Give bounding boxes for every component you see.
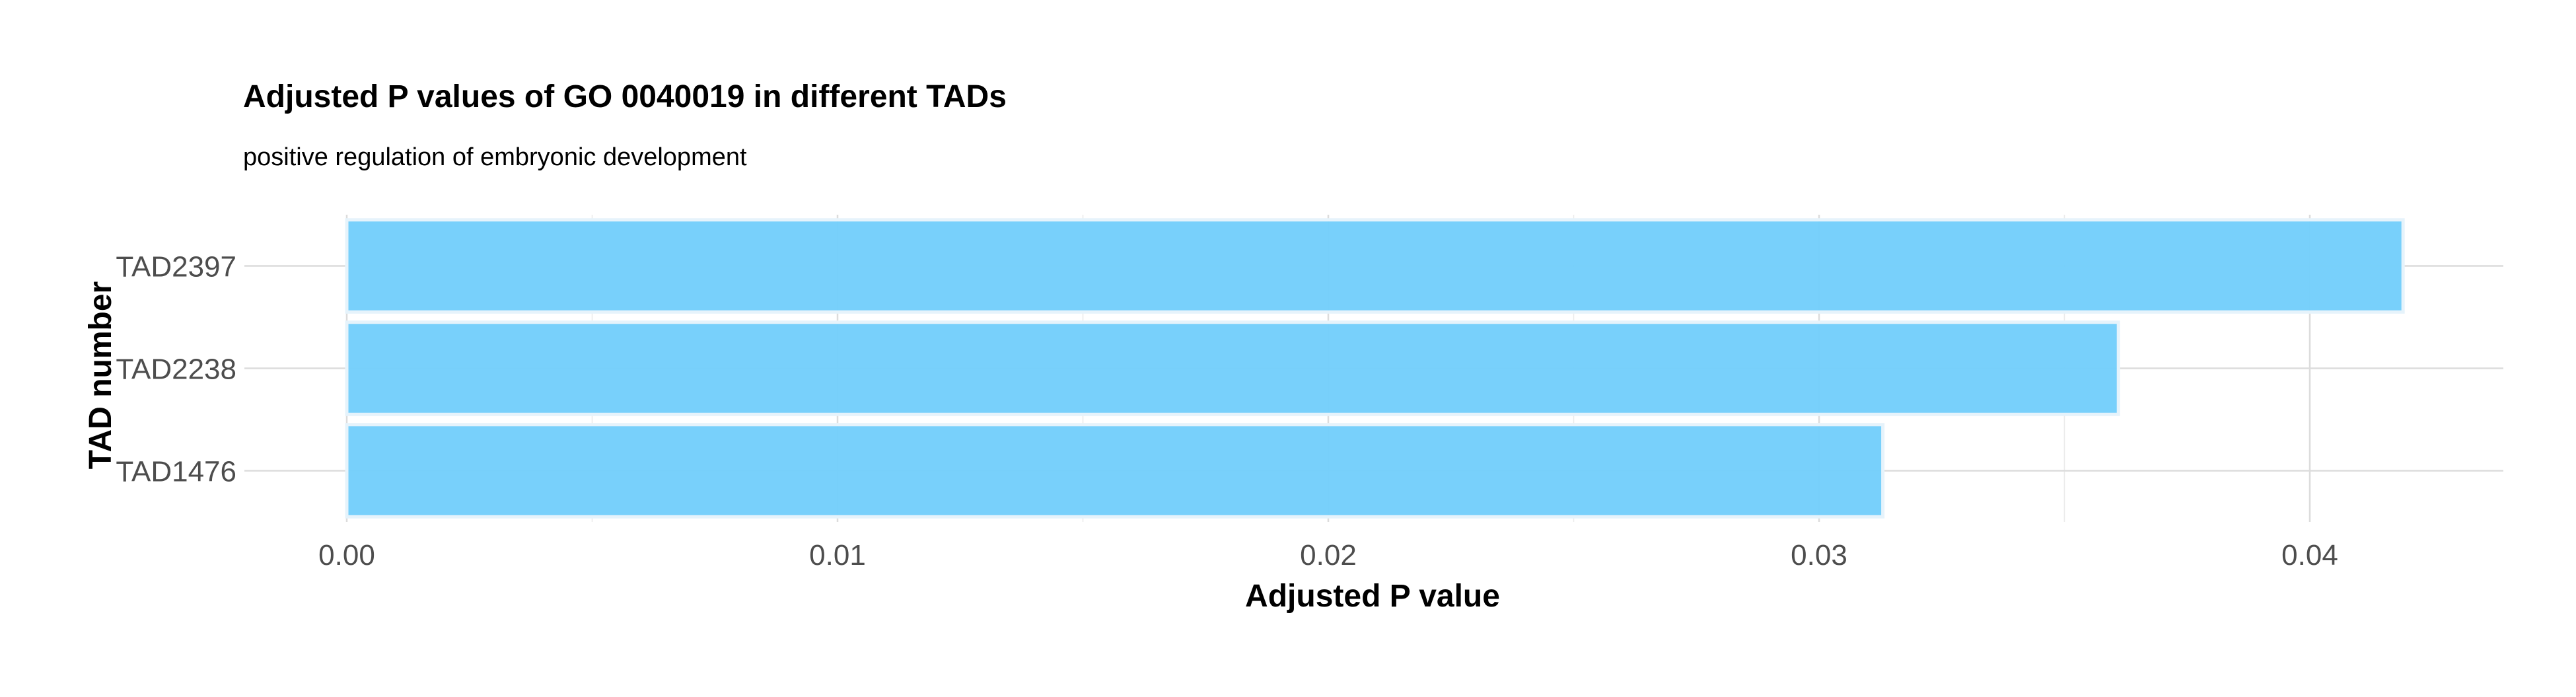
bar-tad2238 <box>345 320 2120 416</box>
y-axis-title: TAD number <box>83 281 118 469</box>
x-tick-label: 0.03 <box>1791 539 1847 571</box>
x-tick-label: 0.04 <box>2281 539 2338 571</box>
bar-tad1476 <box>345 423 1885 519</box>
bar-tad2397 <box>345 218 2405 314</box>
x-tick-label: 0.02 <box>1300 539 1357 571</box>
y-tick-label: TAD2397 <box>116 251 236 283</box>
chart-subtitle: positive regulation of embryonic develop… <box>243 143 747 171</box>
x-tick-label: 0.00 <box>318 539 375 571</box>
bars <box>345 218 2405 519</box>
chart-title: Adjusted P values of GO 0040019 in diffe… <box>243 79 1007 114</box>
tick-labels: 0.00 0.01 0.02 0.03 0.04 TAD2397 TAD2238 TAD147… <box>116 251 2338 572</box>
y-tick-label: TAD2238 <box>116 353 236 386</box>
x-axis-title: Adjusted P value <box>1245 579 1500 614</box>
x-tick-label: 0.01 <box>809 539 866 571</box>
y-tick-label: TAD1476 <box>116 456 236 488</box>
